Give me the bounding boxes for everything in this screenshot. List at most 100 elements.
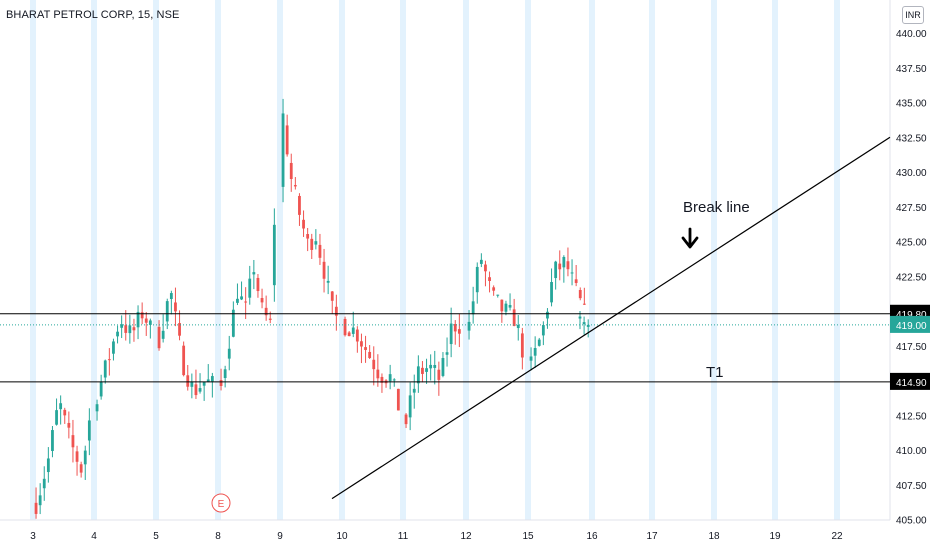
candle-body <box>186 375 190 387</box>
candle-body <box>34 502 38 514</box>
arrow-down-icon <box>681 227 699 249</box>
candle-body <box>310 238 314 250</box>
candle-body <box>516 324 520 329</box>
session-band <box>400 0 406 520</box>
x-tick-label: 8 <box>215 531 221 542</box>
candle-body <box>479 259 483 264</box>
candle-body <box>554 261 558 279</box>
candle-body <box>144 318 148 323</box>
candle-body <box>500 299 504 312</box>
candle-body <box>71 435 75 448</box>
candle-body <box>227 348 231 359</box>
candle-body <box>42 478 46 489</box>
grid-lines <box>0 0 891 521</box>
session-band <box>649 0 655 520</box>
horizontal-lines[interactable]: 419.80 414.90 419.00 <box>0 304 930 390</box>
y-tick-label: 412.50 <box>896 411 927 422</box>
break-line-label: Break line <box>683 199 750 216</box>
candle-body <box>433 364 437 368</box>
session-bands <box>30 0 840 520</box>
candle-body <box>157 326 161 349</box>
candle-body <box>404 414 408 425</box>
candle-body <box>372 359 376 370</box>
candle-body <box>210 376 214 382</box>
candle-body <box>445 352 449 355</box>
price-label-box <box>890 372 930 390</box>
candle-body <box>132 327 136 331</box>
session-band <box>30 0 36 520</box>
candle-body <box>408 395 412 418</box>
candle-body <box>194 384 198 396</box>
candle-body <box>562 256 566 268</box>
candle-body <box>421 367 424 374</box>
candle-body <box>124 325 128 333</box>
annotations: Break line T1 E <box>211 199 750 513</box>
candle-body <box>343 318 347 336</box>
trendline[interactable] <box>331 136 891 500</box>
candle-body <box>533 348 537 356</box>
candle-body <box>83 450 87 465</box>
candle-body <box>314 241 318 245</box>
x-tick-label: 12 <box>460 531 472 542</box>
y-tick-label: 405.00 <box>896 516 927 527</box>
candle-body <box>75 451 79 462</box>
candle-body <box>46 458 50 473</box>
candle-body <box>272 224 276 286</box>
candle-body <box>441 358 445 376</box>
candle-body <box>289 162 293 180</box>
candle-body <box>103 360 107 378</box>
x-tick-label: 22 <box>831 531 843 542</box>
candle-body <box>457 329 461 334</box>
x-tick-label: 19 <box>769 531 781 542</box>
chart-title: BHARAT PETROL CORP, 15, NSE <box>6 9 180 21</box>
candle-body <box>223 369 227 378</box>
candle-body <box>437 369 441 380</box>
candle-body <box>541 325 545 336</box>
candle-body <box>51 430 54 451</box>
candle-body <box>586 324 590 327</box>
currency-button[interactable]: INR <box>902 6 924 24</box>
candle-body <box>351 327 355 334</box>
x-tick-label: 15 <box>522 531 534 542</box>
y-tick-label: 430.00 <box>896 168 927 179</box>
candle-body <box>467 321 471 331</box>
candle-body <box>578 289 582 299</box>
candle-body <box>496 294 500 296</box>
candle-body <box>198 388 202 392</box>
candles <box>34 98 590 519</box>
candle-body <box>453 324 457 332</box>
candle-body <box>306 234 310 239</box>
candle-body <box>425 368 428 372</box>
session-band <box>834 0 840 520</box>
candle-body <box>252 272 256 275</box>
candle-body <box>236 298 239 303</box>
candle-body <box>128 325 132 334</box>
y-axis: 405.00 407.50 410.00 412.50 417.50 422.50 425.… <box>896 29 927 527</box>
candle-body <box>248 278 252 298</box>
candle-body <box>95 404 99 412</box>
x-tick-label: 16 <box>586 531 598 542</box>
candle-body <box>140 312 144 319</box>
candle-body <box>148 320 152 325</box>
candle-body <box>165 301 169 322</box>
candle-body <box>120 324 124 328</box>
candle-body <box>38 495 42 506</box>
earnings-event-icon <box>211 493 231 513</box>
y-tick-label: 432.50 <box>896 133 927 144</box>
candle-body <box>347 332 351 337</box>
price-label: 414.90 <box>896 378 927 389</box>
candle-body <box>293 185 297 187</box>
candle-body <box>244 301 248 303</box>
y-tick-label: 425.00 <box>896 238 927 249</box>
candle-body <box>256 277 260 292</box>
candle-body <box>55 410 58 425</box>
candle-body <box>268 318 272 320</box>
candle-body <box>396 388 400 411</box>
candle-body <box>260 298 264 303</box>
candle-body <box>63 409 67 416</box>
y-tick-label: 427.50 <box>896 203 927 214</box>
candle-body <box>326 280 330 283</box>
candle-body <box>546 311 549 319</box>
candle-body <box>334 306 338 316</box>
